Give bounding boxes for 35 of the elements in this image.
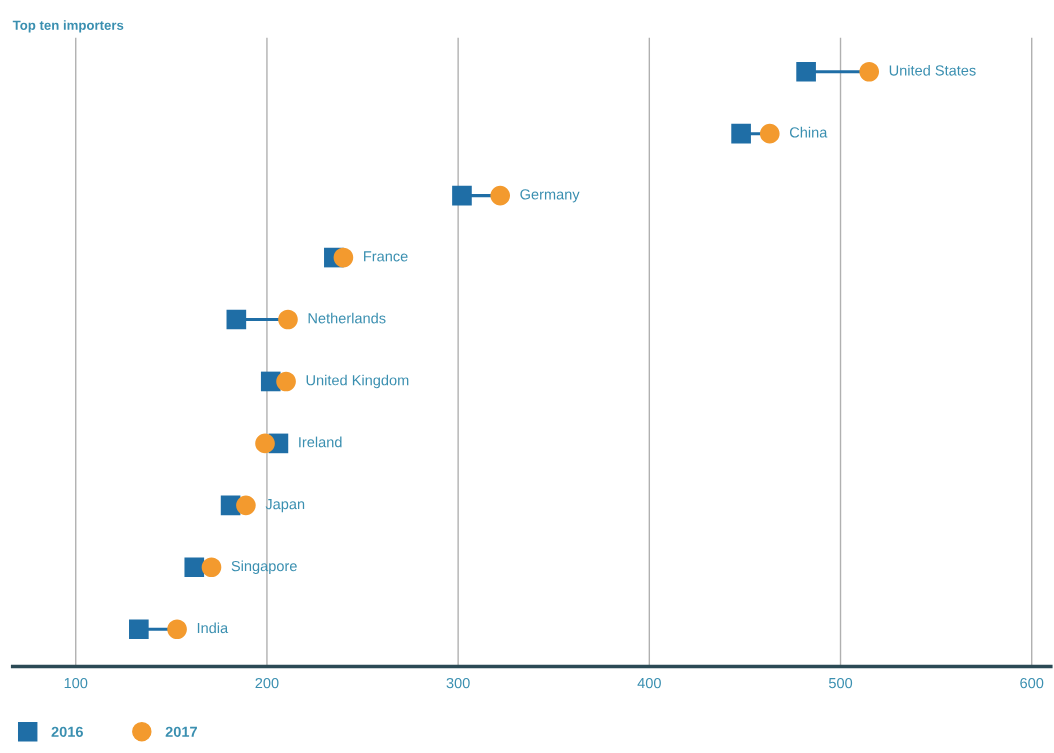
point [333,247,354,268]
y-tick-label: Netherlands [308,312,386,324]
point [201,557,222,578]
point [278,309,298,330]
point [452,185,472,206]
point [490,185,511,206]
x-tick-label: 200 [255,677,279,689]
point [796,61,816,82]
point [184,557,205,578]
point [226,309,247,330]
point [759,123,780,144]
point [731,123,751,144]
y-tick-label: India [197,622,229,634]
legend-label: 2016 [51,726,83,737]
y-tick-label: Ireland [299,436,342,448]
y-tick-label: China [789,126,828,138]
chart-title: Top ten importers [12,20,124,33]
y-tick-label: United Kingdom [306,374,409,389]
x-tick-label: 500 [828,677,853,689]
point [255,433,275,454]
legend-label: 2017 [165,726,197,737]
x-tick-label: 100 [64,677,88,689]
point [859,61,880,82]
x-tick-label: 300 [446,677,470,689]
x-tick-label: 400 [637,677,661,689]
y-tick-label: Japan [265,499,305,513]
point [276,371,296,392]
y-tick-label: United States [889,64,976,76]
y-tick-label: Singapore [231,560,297,575]
y-tick-label: France [364,251,408,262]
y-tick-label: Germany [520,189,580,203]
point [167,619,187,640]
point [129,619,149,640]
point [236,495,256,516]
x-tick-label: 600 [1020,677,1044,689]
